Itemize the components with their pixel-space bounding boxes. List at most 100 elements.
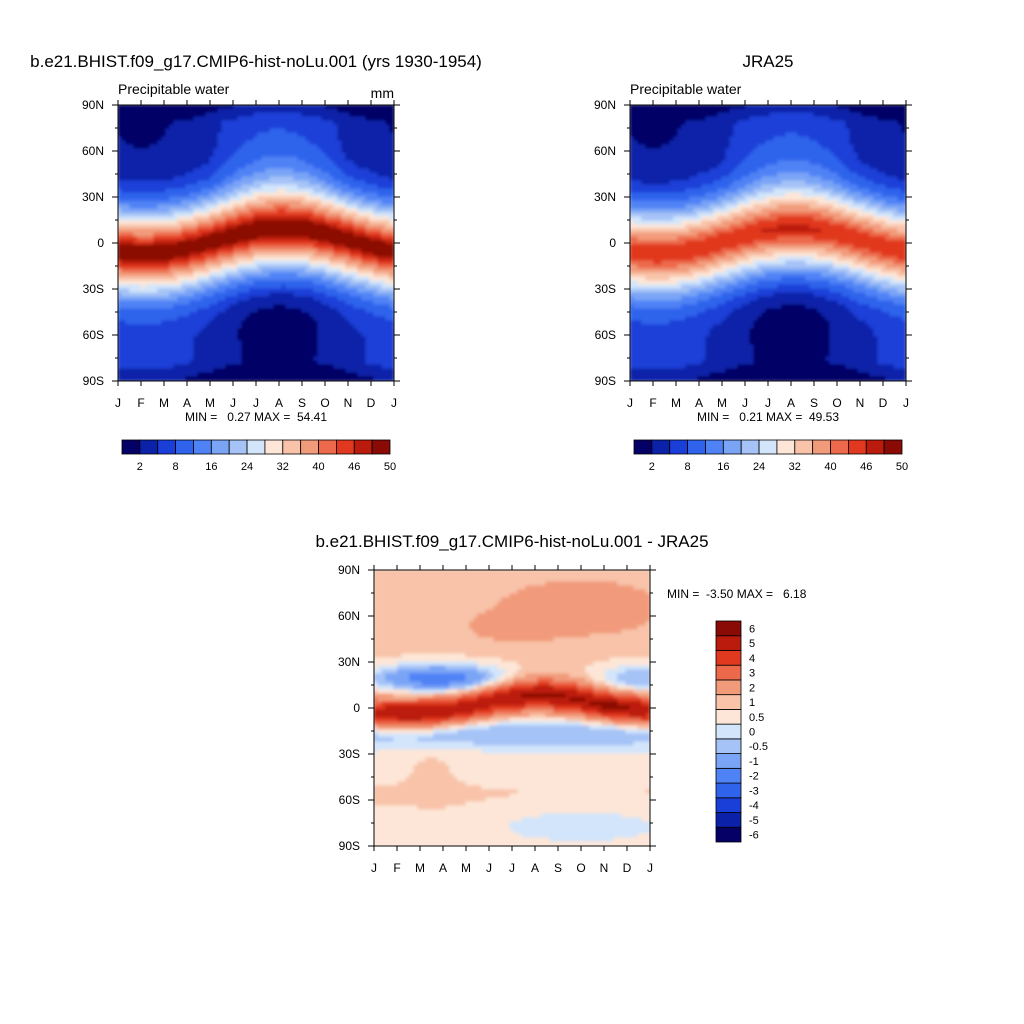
heatmap-cell: [301, 108, 307, 114]
heatmap-cell: [189, 108, 195, 114]
heatmap-cell: [221, 128, 227, 134]
heatmap-cell: [273, 332, 279, 338]
heatmap-cell: [157, 220, 163, 226]
heatmap-cell: [125, 248, 131, 254]
heatmap-cell: [381, 156, 387, 162]
heatmap-cell: [217, 164, 223, 170]
heatmap-cell: [193, 160, 199, 166]
heatmap-cell: [205, 340, 211, 346]
heatmap-cell: [209, 200, 215, 206]
heatmap-cell: [241, 328, 247, 334]
heatmap-cell: [345, 232, 351, 238]
heatmap-cell: [221, 304, 227, 310]
heatmap-cell: [253, 288, 259, 294]
heatmap-cell: [189, 268, 195, 274]
heatmap-cell: [333, 232, 339, 238]
heatmap-cell: [269, 352, 275, 358]
heatmap-cell: [289, 280, 295, 286]
heatmap-cell: [245, 212, 251, 218]
heatmap-cell: [225, 240, 231, 246]
heatmap-cell: [205, 352, 211, 358]
heatmap-cell: [289, 276, 295, 282]
heatmap-cell: [129, 200, 135, 206]
heatmap-cell: [141, 360, 147, 366]
heatmap-cell: [241, 224, 247, 230]
heatmap-cell: [337, 312, 343, 318]
heatmap-cell: [137, 248, 143, 254]
heatmap-cell: [357, 228, 363, 234]
heatmap-cell: [313, 176, 319, 182]
heatmap-cell: [129, 220, 135, 226]
heatmap-cell: [133, 152, 139, 158]
heatmap-cell: [337, 288, 343, 294]
heatmap-cell: [217, 272, 223, 278]
heatmap-cell: [309, 308, 315, 314]
heatmap-cell: [357, 144, 363, 150]
heatmap-cell: [129, 144, 135, 150]
heatmap-cell: [193, 300, 199, 306]
heatmap-cell: [153, 256, 159, 262]
heatmap-cell: [201, 352, 207, 358]
heatmap-cell: [381, 316, 387, 322]
heatmap-cell: [257, 252, 263, 258]
heatmap-cell: [245, 188, 251, 194]
heatmap-cell: [145, 136, 151, 142]
heatmap-cell: [357, 244, 363, 250]
heatmap-cell: [265, 128, 271, 134]
heatmap-cell: [181, 284, 187, 290]
heatmap-cell: [189, 192, 195, 198]
heatmap-cell: [349, 196, 355, 202]
heatmap-cell: [313, 340, 319, 346]
heatmap-cell: [305, 232, 311, 238]
heatmap-cell: [301, 160, 307, 166]
heatmap-cell: [153, 124, 159, 130]
heatmap-cell: [373, 220, 379, 226]
heatmap-cell: [369, 236, 375, 242]
heatmap-cell: [137, 204, 143, 210]
heatmap-cell: [341, 204, 347, 210]
heatmap-cell: [209, 192, 215, 198]
heatmap-cell: [361, 152, 367, 158]
heatmap-cell: [309, 332, 315, 338]
heatmap-cell: [237, 248, 243, 254]
heatmap-cell: [289, 228, 295, 234]
heatmap-cell: [133, 336, 139, 342]
heatmap-cell: [197, 248, 203, 254]
heatmap-cell: [273, 220, 279, 226]
heatmap-cell: [297, 220, 303, 226]
heatmap-cell: [317, 216, 323, 222]
heatmap-cell: [249, 116, 255, 122]
heatmap-cell: [233, 304, 239, 310]
heatmap-cell: [169, 172, 175, 178]
heatmap-cell: [381, 324, 387, 330]
heatmap-cell: [349, 152, 355, 158]
heatmap-cell: [177, 172, 183, 178]
heatmap-cell: [381, 296, 387, 302]
heatmap-cell: [245, 144, 251, 150]
heatmap-cell: [141, 184, 147, 190]
heatmap-cell: [185, 348, 191, 354]
heatmap-cell: [325, 284, 331, 290]
heatmap-cell: [277, 192, 283, 198]
heatmap-cell: [233, 352, 239, 358]
heatmap-cell: [209, 188, 215, 194]
heatmap-cell: [630, 296, 635, 302]
heatmap-cell: [137, 344, 143, 350]
heatmap-cell: [281, 304, 287, 310]
heatmap-cell: [149, 372, 155, 378]
heatmap-cell: [245, 228, 251, 234]
heatmap-cell: [381, 200, 387, 206]
heatmap-cell: [265, 116, 271, 122]
heatmap-cell: [301, 360, 307, 366]
heatmap-cell: [145, 200, 151, 206]
heatmap-cell: [357, 184, 363, 190]
heatmap-cell: [133, 280, 139, 286]
heatmap-cell: [205, 112, 211, 118]
heatmap-cell: [125, 180, 131, 186]
heatmap-cell: [337, 108, 343, 114]
heatmap-cell: [157, 240, 163, 246]
heatmap-cell: [201, 296, 207, 302]
heatmap-cell: [389, 268, 394, 274]
heatmap-cell: [181, 112, 187, 118]
heatmap-cell: [141, 176, 147, 182]
